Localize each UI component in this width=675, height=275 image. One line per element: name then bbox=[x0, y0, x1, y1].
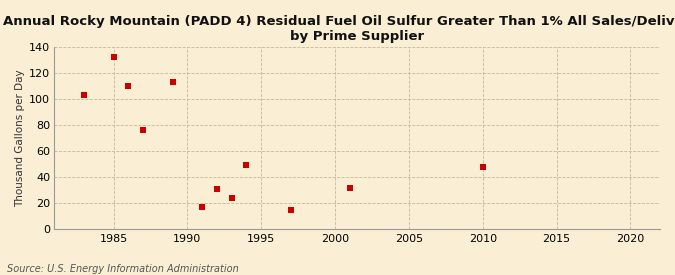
Point bbox=[108, 55, 119, 60]
Y-axis label: Thousand Gallons per Day: Thousand Gallons per Day bbox=[15, 69, 25, 207]
Point bbox=[138, 128, 148, 133]
Point bbox=[167, 80, 178, 84]
Point bbox=[226, 196, 237, 200]
Point bbox=[286, 208, 296, 212]
Point bbox=[344, 185, 355, 190]
Point bbox=[241, 163, 252, 168]
Title: Annual Rocky Mountain (PADD 4) Residual Fuel Oil Sulfur Greater Than 1% All Sale: Annual Rocky Mountain (PADD 4) Residual … bbox=[3, 15, 675, 43]
Point bbox=[477, 165, 488, 169]
Point bbox=[78, 93, 89, 97]
Point bbox=[196, 205, 207, 209]
Text: Source: U.S. Energy Information Administration: Source: U.S. Energy Information Administ… bbox=[7, 264, 238, 274]
Point bbox=[123, 84, 134, 88]
Point bbox=[211, 187, 222, 191]
